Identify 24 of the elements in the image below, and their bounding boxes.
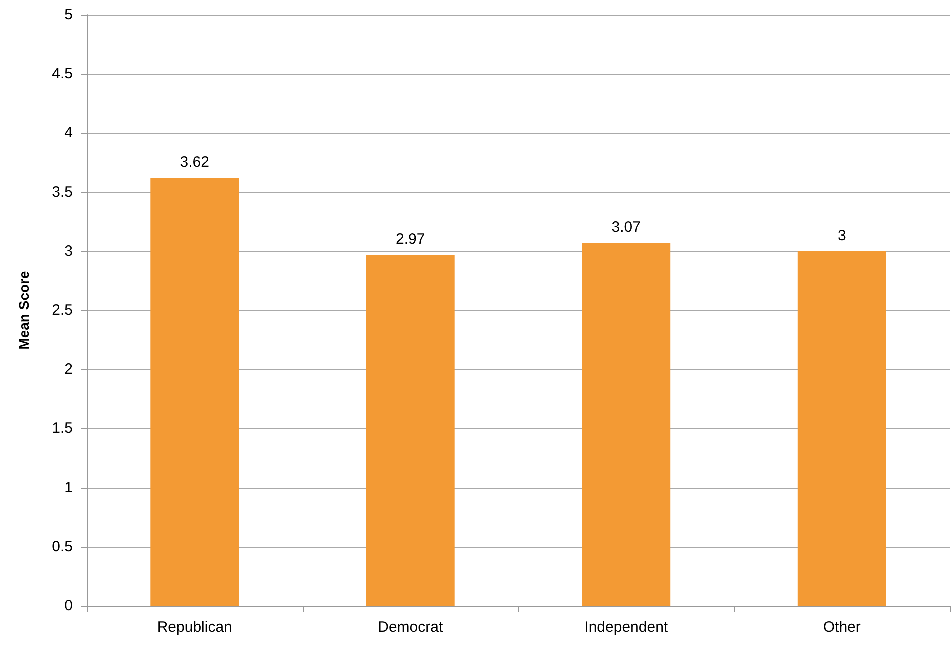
y-tick-label: 1	[64, 479, 73, 496]
y-axis-title: Mean Score	[16, 270, 32, 350]
y-tick-label: 4.5	[52, 66, 73, 83]
data-label: 3.62	[180, 154, 210, 172]
y-tick-label: 0	[64, 598, 73, 614]
data-label: 2.97	[396, 230, 426, 248]
y-tick-label: 5	[64, 6, 73, 24]
bar	[582, 243, 671, 606]
x-tick-label: Democrat	[378, 619, 444, 636]
x-tick-label: Other	[823, 619, 861, 636]
y-tick-label: 4	[64, 124, 73, 142]
bar	[150, 178, 240, 606]
data-label: 3	[838, 227, 846, 244]
y-tick-label: 2	[64, 361, 73, 378]
y-tick-label: 0.5	[52, 538, 73, 556]
y-tick-label: 2.5	[52, 302, 73, 319]
bar	[798, 251, 886, 606]
y-tick-label: 3	[64, 242, 73, 260]
x-tick-label: Independent	[584, 619, 669, 636]
data-label: 3.07	[612, 219, 641, 236]
y-tick-label: 1.5	[52, 420, 73, 438]
x-tick-label: Republican	[157, 619, 232, 636]
bar	[366, 254, 455, 606]
y-tick-label: 3.5	[52, 184, 73, 201]
